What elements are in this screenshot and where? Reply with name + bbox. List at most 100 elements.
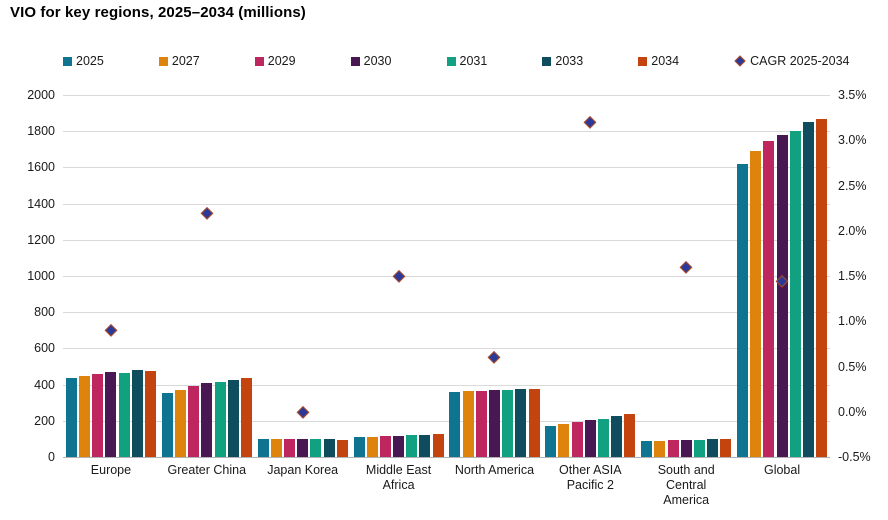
x-axis-label-japan-korea: Japan Korea (248, 463, 358, 478)
x-axis-label-line: Other ASIA (559, 463, 622, 477)
bar-2025-japan-korea (257, 438, 269, 457)
bar-group-north-america (447, 95, 543, 457)
x-axis-label-north-america: North America (439, 463, 549, 478)
gridline (63, 276, 830, 277)
x-axis-label-other-asia-pacific-2: Other ASIA Pacific 2 (535, 463, 645, 493)
bar-2031-north-america (502, 390, 514, 457)
bar-group-other-asia-pacific-2 (542, 95, 638, 457)
bar-2031-japan-korea (310, 438, 322, 457)
x-axis-label-line: Global (763, 463, 801, 477)
y-axis-tick-left: 1800 (27, 124, 55, 139)
y-axis-tick-right: 0.0% (838, 404, 867, 419)
bar-2034-south-and-central-america (720, 438, 732, 457)
bar-2030-middle-east-africa (393, 435, 405, 457)
bar-group-south-and-central-america (638, 95, 734, 457)
bar-group-europe (63, 95, 159, 457)
bar-2027-japan-korea (270, 438, 282, 457)
bar-2031-south-and-central-america (693, 440, 705, 457)
x-axis-label-line: Europe (90, 463, 132, 477)
bar-2030-north-america (488, 389, 500, 457)
legend-item-2029: 2029 (254, 52, 296, 70)
bar-2034-japan-korea (336, 439, 348, 457)
bar-2034-greater-china (240, 378, 252, 457)
bar-2027-middle-east-africa (366, 436, 378, 457)
legend-item-2031: 2031 (446, 52, 488, 70)
legend-item-2030: 2030 (350, 52, 392, 70)
y-axis-tick-left: 1000 (27, 269, 55, 283)
bar-2033-north-america (515, 388, 527, 457)
bar-2027-greater-china (174, 390, 186, 457)
legend-swatch-icon (254, 56, 264, 66)
y-axis-tick-right: 2.5% (838, 178, 867, 193)
bar-group-japan-korea (255, 95, 351, 457)
legend-swatch-icon (542, 56, 552, 66)
bar-2030-global (776, 134, 788, 457)
legend-label: 2031 (459, 54, 488, 68)
bar-2031-middle-east-africa (406, 435, 418, 457)
legend-label: 2030 (363, 54, 392, 68)
legend-item-2034: 2034 (638, 52, 679, 70)
legend-swatch-icon (446, 56, 456, 66)
y-axis-tick-left: 1600 (27, 160, 55, 175)
bar-2025-other-asia-pacific-2 (545, 426, 557, 457)
bar-2025-north-america (449, 392, 461, 457)
bar-2033-global (802, 122, 814, 457)
bar-2025-greater-china (161, 393, 173, 457)
gridline (63, 95, 830, 96)
bar-2027-other-asia-pacific-2 (558, 424, 570, 457)
legend-swatch-icon (158, 56, 168, 66)
x-axis-label-line: America (663, 493, 710, 507)
bar-2033-middle-east-africa (419, 434, 431, 457)
bar-2033-europe (131, 370, 143, 457)
legend-label: 2033 (555, 54, 584, 68)
bar-2031-greater-china (214, 381, 226, 457)
bar-group-middle-east-africa (351, 95, 447, 457)
legend-label: 2034 (651, 54, 680, 68)
legend-label: 2029 (267, 54, 296, 68)
legend-item-2027: 2027 (158, 52, 200, 70)
x-axis-label-line: Middle East (365, 463, 432, 477)
gridline (63, 167, 830, 169)
bar-2029-north-america (475, 390, 487, 457)
x-axis-label-line: South and (657, 463, 715, 477)
bar-2029-japan-korea (284, 438, 295, 457)
x-axis-label-global: Global (727, 463, 837, 478)
x-axis-label-line: Japan Korea (267, 463, 339, 477)
gridline (63, 348, 830, 350)
bar-2034-other-asia-pacific-2 (624, 414, 636, 457)
bar-2029-europe (92, 373, 104, 457)
plot-area (63, 95, 830, 458)
gridline (63, 203, 830, 205)
x-axis-label-line: Greater China (167, 463, 247, 477)
x-axis-label-line: Central (666, 478, 707, 492)
bar-2034-north-america (528, 388, 540, 457)
gridline (63, 420, 830, 422)
bar-2027-global (750, 151, 762, 457)
y-axis-tick-left: 0 (48, 450, 55, 464)
gridline (63, 384, 830, 386)
y-axis-tick-right: 1.5% (838, 269, 867, 283)
x-axis-label-line: Africa (382, 478, 415, 492)
bar-2030-europe (105, 372, 117, 457)
bar-group-global (734, 95, 830, 457)
legend-swatch-icon (63, 56, 72, 66)
bar-2030-south-and-central-america (680, 440, 692, 457)
bar-2029-south-and-central-america (667, 440, 679, 457)
y-axis-tick-right: -0.5% (838, 450, 871, 464)
gridline (63, 239, 830, 241)
y-axis-tick-left: 400 (34, 377, 55, 392)
x-axis-label-south-and-central-america: South and Central America (631, 463, 741, 508)
bar-2034-middle-east-africa (432, 434, 444, 457)
legend-item-cagr-2025-2034: CAGR 2025-2034 (734, 52, 850, 70)
bar-2030-greater-china (201, 383, 213, 457)
gridline (63, 131, 830, 133)
x-axis-label-line: North America (454, 463, 535, 477)
legend-label: 2025 (76, 54, 104, 68)
legend-swatch-icon (638, 56, 648, 66)
y-axis-tick-right: 3.5% (838, 88, 867, 102)
legend-item-2025: 2025 (63, 52, 104, 70)
bar-2033-japan-korea (323, 439, 335, 457)
bar-2031-other-asia-pacific-2 (598, 419, 609, 457)
bar-2025-global (737, 163, 748, 457)
bar-2030-other-asia-pacific-2 (584, 420, 596, 457)
